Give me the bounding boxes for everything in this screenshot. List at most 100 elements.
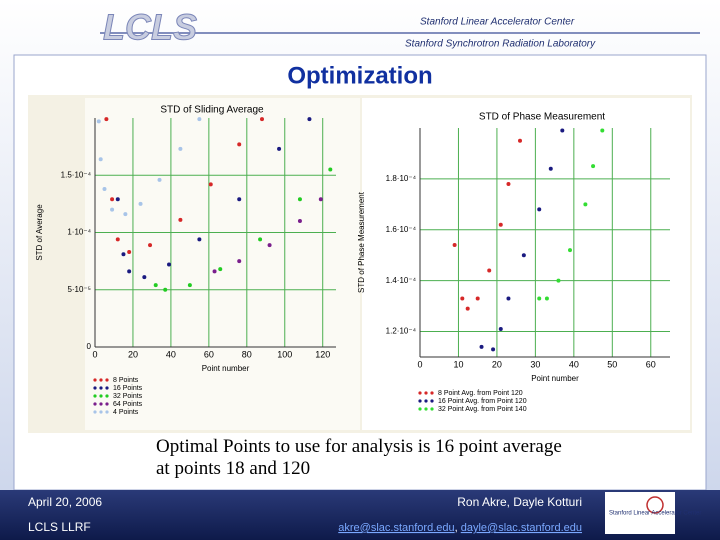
y-tick-label: 1.2·10⁻⁴	[386, 327, 417, 336]
y-tick-label: 1.5·10⁻⁴	[61, 170, 92, 179]
data-point	[600, 128, 605, 133]
data-point	[127, 269, 132, 274]
data-point	[102, 186, 107, 191]
chart-title: STD of Sliding Average	[160, 105, 264, 116]
data-point	[167, 262, 172, 267]
y-axis-label: STD of Average	[35, 204, 44, 261]
data-point	[475, 296, 480, 301]
y-tick-label: 5·10⁻⁵	[67, 285, 91, 294]
data-point	[537, 296, 542, 301]
legend-swatch	[99, 386, 103, 390]
data-point	[197, 117, 202, 122]
chart-panel	[85, 98, 360, 430]
footer	[0, 490, 720, 540]
data-point	[548, 166, 553, 171]
footer-logo: Stanford Linear Accelerator Center	[609, 511, 701, 517]
email-link[interactable]: dayle@slac.stanford.edu	[461, 522, 582, 534]
data-point	[110, 197, 115, 202]
legend-label: 16 Points	[113, 385, 143, 392]
legend-label: 32 Point Avg. from Point 140	[438, 406, 527, 413]
data-point	[498, 327, 503, 332]
data-point	[208, 182, 213, 187]
logo-ring	[646, 496, 664, 514]
y-tick-label: 0	[87, 342, 92, 351]
data-point	[583, 202, 588, 207]
x-tick-label: 20	[492, 359, 502, 369]
legend-swatch	[93, 378, 97, 382]
data-point	[237, 197, 242, 202]
data-point	[465, 306, 470, 311]
x-tick-label: 50	[607, 359, 617, 369]
data-point	[148, 243, 153, 248]
legend-swatch	[99, 394, 103, 398]
y-tick-label: 1.8·10⁻⁴	[386, 174, 417, 183]
x-tick-label: 20	[128, 349, 138, 359]
email-link[interactable]: akre@slac.stanford.edu	[338, 522, 454, 534]
x-axis-label: Point number	[202, 364, 250, 373]
data-point	[487, 268, 492, 273]
legend-label: 4 Points	[113, 409, 139, 416]
footer-project: LCLS LLRF	[28, 520, 91, 534]
data-point	[506, 296, 511, 301]
footer-logo-box	[605, 492, 675, 534]
legend-swatch	[93, 410, 97, 414]
data-point	[277, 146, 282, 151]
data-point	[498, 222, 503, 227]
legend-swatch	[424, 407, 428, 411]
legend-swatch	[418, 391, 422, 395]
legend-label: 16 Point Avg. from Point 120	[438, 398, 527, 405]
data-point	[259, 117, 264, 122]
legend-swatch	[424, 391, 428, 395]
chart-title: STD of Phase Measurement	[479, 112, 605, 123]
data-point	[479, 344, 484, 349]
data-point	[104, 117, 109, 122]
legend-swatch	[105, 386, 109, 390]
data-point	[218, 267, 223, 272]
data-point	[560, 128, 565, 133]
data-point	[518, 138, 522, 143]
slide-title: Optimization	[287, 62, 432, 89]
x-tick-label: 80	[242, 349, 252, 359]
y-axis-label: STD of Phase Measurement	[357, 191, 366, 293]
data-point	[178, 146, 183, 151]
data-point	[237, 259, 242, 264]
data-point	[157, 177, 162, 182]
legend-swatch	[430, 407, 434, 411]
x-axis-label: Point number	[531, 374, 579, 383]
data-point	[121, 252, 126, 257]
org-name: Stanford Synchrotron Radiation Laborator…	[405, 39, 596, 50]
x-tick-label: 10	[453, 359, 463, 369]
x-tick-label: 40	[569, 359, 579, 369]
legend-swatch	[99, 410, 103, 414]
legend-swatch	[418, 399, 422, 403]
data-point	[96, 119, 101, 124]
legend-label: 8 Point Avg. from Point 120	[438, 390, 523, 397]
legend-swatch	[93, 386, 97, 390]
x-tick-label: 40	[166, 349, 176, 359]
data-point	[452, 243, 457, 248]
x-tick-label: 30	[530, 359, 540, 369]
data-point	[537, 207, 542, 212]
data-point	[328, 167, 333, 172]
data-point	[237, 142, 242, 147]
data-point	[258, 237, 263, 242]
data-point	[123, 212, 128, 217]
data-point	[297, 197, 302, 202]
legend-swatch	[105, 394, 109, 398]
body-text: Optimal Points to use for analysis is 16…	[156, 436, 562, 479]
data-point	[297, 219, 302, 224]
data-point	[591, 164, 596, 169]
data-point	[212, 269, 217, 274]
legend-swatch	[430, 399, 434, 403]
data-point	[307, 117, 312, 122]
data-point	[197, 237, 202, 242]
x-tick-label: 0	[92, 349, 97, 359]
x-tick-label: 100	[277, 349, 292, 359]
data-point	[178, 217, 183, 222]
legend-swatch	[99, 402, 103, 406]
data-point	[115, 237, 120, 242]
data-point	[568, 248, 572, 253]
data-point	[506, 181, 511, 186]
legend-swatch	[424, 399, 428, 403]
